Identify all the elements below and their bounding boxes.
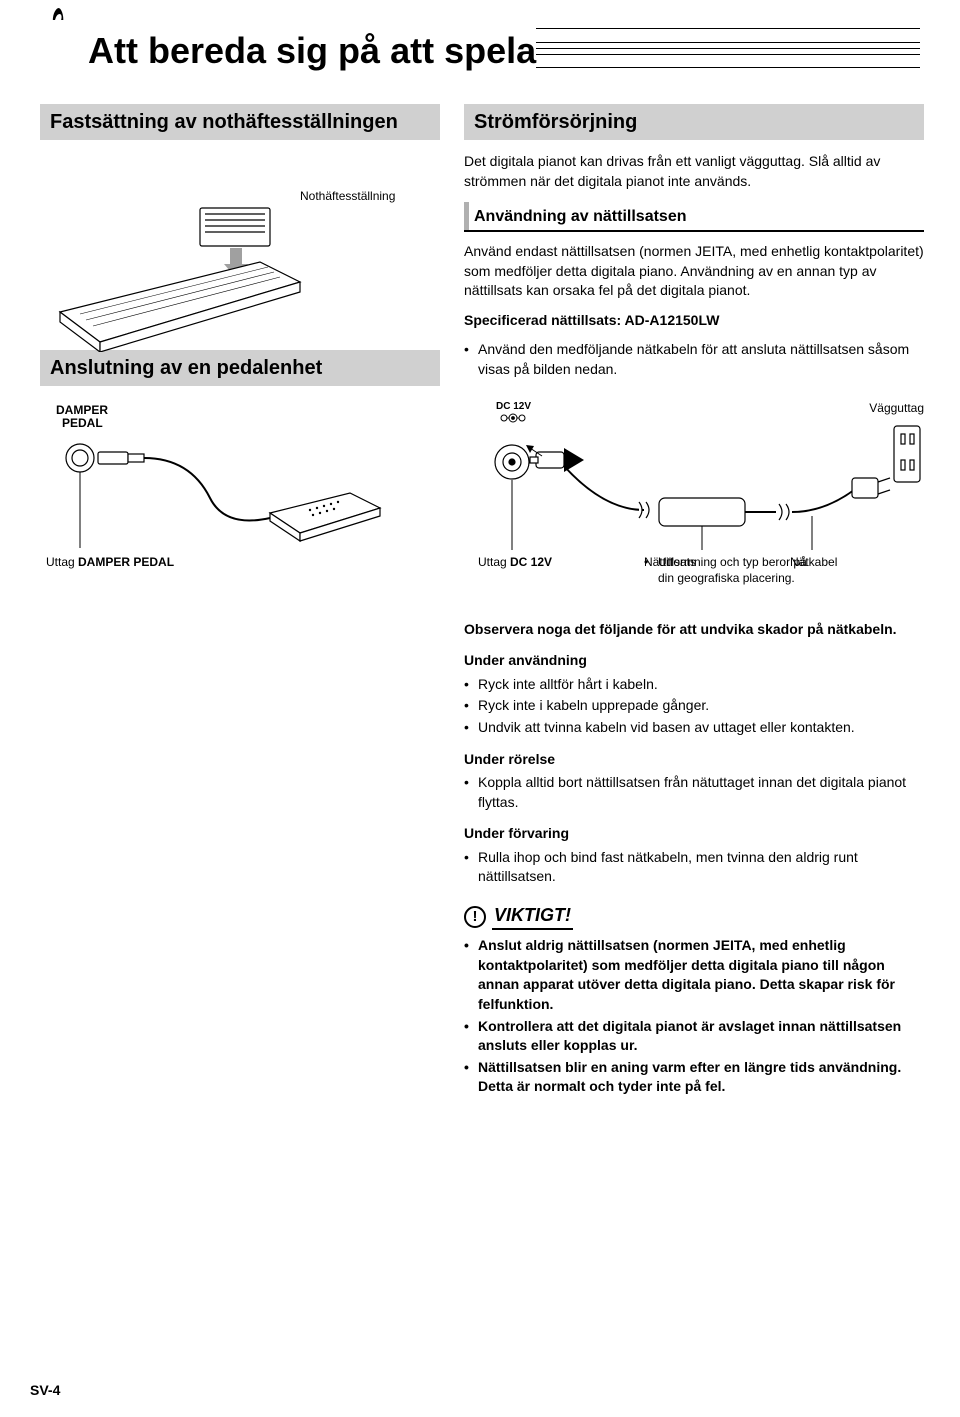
- store-heading: Under förvaring: [464, 824, 924, 844]
- dc-outlet-bold: DC 12V: [510, 555, 552, 569]
- music-stand-label: Nothäftesställning: [300, 188, 395, 205]
- usage-item-1: Ryck inte i kabeln upprepade gånger.: [464, 696, 924, 716]
- move-item-0: Koppla alltid bort nättillsatsen från nä…: [464, 773, 924, 812]
- exclamation-icon: !: [464, 906, 486, 928]
- move-heading: Under rörelse: [464, 750, 924, 770]
- important-item-0: Anslut aldrig nättillsatsen (normen JEIT…: [464, 936, 924, 1014]
- keyboard-illustration: Nothäftesställning: [40, 152, 440, 332]
- damper-caption-prefix: Uttag: [46, 555, 78, 569]
- damper-caption-bold: DAMPER PEDAL: [78, 555, 174, 569]
- important-list: Anslut aldrig nättillsatsen (normen JEIT…: [464, 936, 924, 1097]
- page-title: Att bereda sig på att spela: [40, 20, 536, 80]
- usage-list: Ryck inte alltför hårt i kabeln. Ryck in…: [464, 675, 924, 738]
- adapter-caption-block: Nättillsats Utformning och typ beror på …: [644, 554, 814, 598]
- keyboard-icon: [50, 202, 310, 352]
- store-item-0: Rulla ihop och bind fast nätkabeln, men …: [464, 848, 924, 887]
- pedal-illustration: DAMPER PEDAL Uttag DAMPER PEDAL: [40, 398, 440, 578]
- damper-label-bot: PEDAL: [62, 415, 103, 432]
- polarity-icon: [498, 412, 528, 424]
- dc-outlet-caption: Uttag DC 12V: [478, 554, 552, 571]
- damper-caption: Uttag DAMPER PEDAL: [46, 554, 174, 571]
- adapter-para: Använd endast nättillsatsen (normen JEIT…: [464, 242, 924, 301]
- dc-outlet-prefix: Uttag: [478, 555, 510, 569]
- move-list: Koppla alltid bort nättillsatsen från nä…: [464, 773, 924, 812]
- adapter-bullet-1: Använd den medföljande nätkabeln för att…: [464, 340, 924, 379]
- power-intro: Det digitala pianot kan drivas från ett …: [464, 152, 924, 191]
- wall-outlet-label: Vägguttag: [869, 400, 924, 417]
- section-power-title: Strömförsörjning: [464, 104, 924, 140]
- section-music-stand-title: Fastsättning av nothäftesställningen: [40, 104, 440, 140]
- cable-caption: Nätkabel: [790, 554, 837, 571]
- usage-item-2: Undvik att tvinna kabeln vid basen av ut…: [464, 718, 924, 738]
- section-pedal-title: Anslutning av en pedalenhet: [40, 350, 440, 386]
- important-item-2: Nättillsatsen blir en aning varm efter e…: [464, 1058, 924, 1097]
- adapter-bullet-list: Använd den medföljande nätkabeln för att…: [464, 340, 924, 379]
- important-item-1: Kontrollera att det digitala pianot är a…: [464, 1017, 924, 1056]
- store-list: Rulla ihop och bind fast nätkabeln, men …: [464, 848, 924, 887]
- power-diagram: DC 12V Vägguttag Uttag DC 12V: [464, 390, 924, 600]
- important-label: VIKTIGT!: [492, 903, 573, 930]
- observe-heading: Observera noga det följande för att undv…: [464, 620, 924, 640]
- page-header: 𝄞 Att bereda sig på att spela: [40, 20, 920, 80]
- usage-heading: Under användning: [464, 651, 924, 671]
- adapter-spec: Specificerad nättillsats: AD-A12150LW: [464, 311, 924, 331]
- adapter-note: Utformning och typ beror på din geografi…: [644, 554, 814, 588]
- page-number: SV-4: [30, 1381, 60, 1401]
- important-heading: ! VIKTIGT!: [464, 903, 924, 930]
- usage-item-0: Ryck inte alltför hårt i kabeln.: [464, 675, 924, 695]
- adapter-subtitle: Användning av nättillsatsen: [464, 202, 924, 232]
